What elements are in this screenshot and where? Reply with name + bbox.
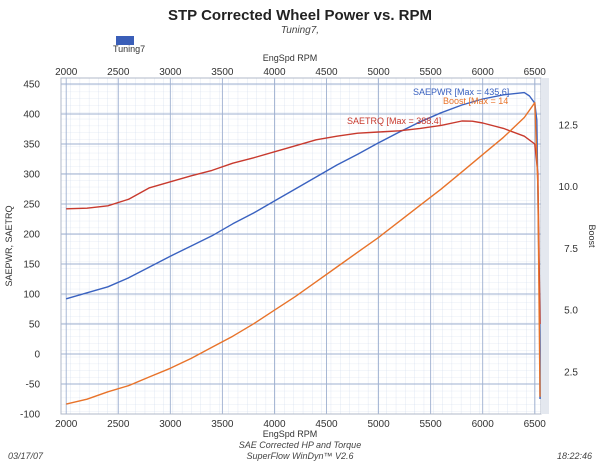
x-tick-label-top: 3000 bbox=[159, 67, 182, 78]
x-tick-label-bottom: 5500 bbox=[420, 419, 443, 430]
y-tick-label-left: 50 bbox=[29, 320, 41, 331]
series-line-boost bbox=[66, 101, 541, 405]
x-tick-label-top: 6500 bbox=[524, 67, 547, 78]
x-tick-label-bottom: 2000 bbox=[55, 419, 78, 430]
x-tick-label-top: 5500 bbox=[420, 67, 443, 78]
x-tick-label-bottom: 4500 bbox=[315, 419, 338, 430]
legend-label: Tuning7 bbox=[113, 44, 145, 54]
footer-time: 18:22:46 bbox=[557, 451, 592, 461]
x-tick-label-bottom: 4000 bbox=[263, 419, 286, 430]
x-tick-label-top: 5000 bbox=[367, 67, 390, 78]
y-tick-label-left: 450 bbox=[23, 80, 40, 91]
y-tick-label-left: 400 bbox=[23, 110, 40, 121]
series-line-saepwr bbox=[66, 91, 541, 399]
x-tick-label-top: 3500 bbox=[211, 67, 234, 78]
x-tick-label-bottom: 5000 bbox=[367, 419, 390, 430]
y-tick-label-left: 200 bbox=[23, 230, 40, 241]
x-tick-label-bottom: 6500 bbox=[524, 419, 547, 430]
y-tick-label-left: 300 bbox=[23, 170, 40, 181]
x-tick-label-top: 6000 bbox=[472, 67, 495, 78]
x-tick-label-top: 4500 bbox=[315, 67, 338, 78]
y-tick-label-right: 7.5 bbox=[564, 244, 578, 255]
y-tick-label-right: 12.5 bbox=[559, 120, 579, 131]
x-ticks-bottom: 2000 2500 3000 3500 4000 4500 5000 5500 6000 6500 bbox=[55, 419, 546, 430]
x-tick-label-bottom: 2500 bbox=[107, 419, 130, 430]
minor-grid bbox=[61, 78, 541, 414]
x-ticks-top: 2000 2500 3000 3500 4000 4500 5000 5500 6000 6500 bbox=[55, 67, 546, 78]
y-tick-label-right: 10.0 bbox=[559, 182, 579, 193]
x-axis-top-label: EngSpd RPM bbox=[263, 53, 318, 63]
y-tick-label-left: -100 bbox=[20, 410, 40, 421]
legend-swatch bbox=[116, 36, 134, 45]
saetrq-label: SAETRQ [Max = 388.4] bbox=[347, 116, 441, 126]
x-axis-bottom-label: EngSpd RPM bbox=[263, 429, 318, 439]
y-tick-label-left: 350 bbox=[23, 140, 40, 151]
x-tick-label-bottom: 6000 bbox=[472, 419, 495, 430]
boost-label: Boost [Max = 14 bbox=[443, 96, 508, 106]
y-tick-label-left: 0 bbox=[34, 350, 40, 361]
chart-title: STP Corrected Wheel Power vs. RPM bbox=[168, 7, 432, 24]
y-ticks-left: -100 -50 0 50 100 150 200 250 300 350 400 450 bbox=[20, 80, 40, 421]
y-axis-left-label: SAEPWR, SAETRQ bbox=[4, 205, 14, 286]
y-tick-label-left: 100 bbox=[23, 290, 40, 301]
x-tick-label-bottom: 3500 bbox=[211, 419, 234, 430]
y-tick-label-left: 150 bbox=[23, 260, 40, 271]
series-lines bbox=[66, 91, 541, 405]
x-tick-label-top: 2000 bbox=[55, 67, 78, 78]
plot-side-band bbox=[541, 78, 549, 414]
x-tick-label-bottom: 3000 bbox=[159, 419, 182, 430]
y-tick-label-left: 250 bbox=[23, 200, 40, 211]
x-tick-label-top: 2500 bbox=[107, 67, 130, 78]
footer-line-2: SuperFlow WinDyn™ V2.6 bbox=[247, 451, 354, 461]
y-axis-right-label: Boost bbox=[587, 224, 597, 248]
chart-subtitle: Tuning7, bbox=[281, 25, 319, 36]
x-tick-label-top: 4000 bbox=[263, 67, 286, 78]
y-tick-label-left: -50 bbox=[26, 380, 41, 391]
footer-date: 03/17/07 bbox=[8, 451, 44, 461]
y-tick-label-right: 2.5 bbox=[564, 368, 578, 379]
saepwr-label: SAEPWR [Max = 435.6] bbox=[413, 87, 509, 97]
series-line-saetrq bbox=[66, 120, 541, 325]
y-tick-label-right: 5.0 bbox=[564, 306, 578, 317]
y-ticks-right: 2.5 5.0 7.5 10.0 12.5 bbox=[559, 120, 579, 378]
footer-line-1: SAE Corrected HP and Torque bbox=[239, 440, 361, 450]
